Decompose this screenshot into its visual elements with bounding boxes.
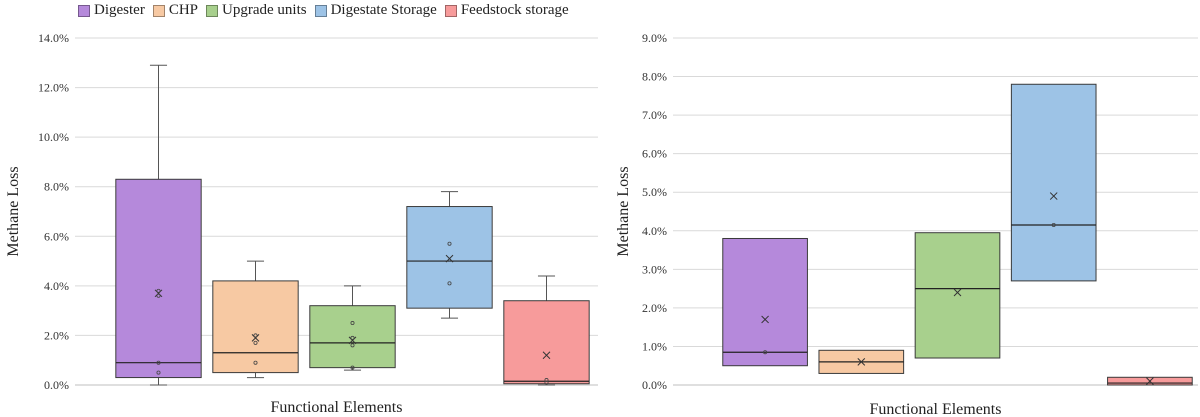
legend-label: CHP bbox=[168, 2, 199, 18]
box-digester bbox=[722, 237, 808, 367]
box-upgrade-units bbox=[914, 232, 1001, 359]
y-tick-label: 12.0% bbox=[38, 81, 69, 95]
box-body bbox=[406, 206, 493, 309]
box-feedstock-storage bbox=[503, 275, 590, 386]
data-point bbox=[544, 380, 549, 385]
x-axis-title: Functional Elements bbox=[870, 401, 1002, 417]
legend-item: Feedstock storage bbox=[444, 2, 569, 19]
y-tick-label: 3.0% bbox=[642, 262, 667, 276]
data-point bbox=[544, 378, 549, 383]
legend-item: Digestate Storage bbox=[314, 2, 437, 19]
y-tick-label: 8.0% bbox=[44, 180, 69, 194]
y-tick-label: 0.0% bbox=[44, 378, 69, 392]
mean-marker bbox=[154, 289, 163, 298]
box-plot-functional-elements: 0.0% 1.0% 2.0% 3.0% 4.0% 5.0% 6.0% 7.0% 8.0% 9.0%… bbox=[615, 31, 1198, 417]
data-point bbox=[447, 241, 452, 246]
y-axis-title: Methane Loss bbox=[615, 166, 632, 256]
legend-item: Upgrade units bbox=[206, 2, 307, 19]
y-tick-label: 2.0% bbox=[44, 328, 69, 342]
mean-marker bbox=[348, 336, 357, 345]
legend-swatch bbox=[314, 4, 327, 17]
legend-swatch bbox=[78, 4, 90, 17]
data-point bbox=[156, 360, 161, 365]
mean-marker bbox=[761, 315, 769, 324]
data-point bbox=[253, 360, 258, 365]
data-point bbox=[1051, 222, 1056, 227]
y-tick-label: 5.0% bbox=[642, 185, 667, 199]
data-point bbox=[350, 321, 355, 326]
box-body bbox=[503, 300, 590, 385]
data-point bbox=[156, 370, 161, 375]
mean-marker bbox=[445, 254, 454, 263]
legend-label: Digestate Storage bbox=[330, 2, 437, 18]
mean-marker bbox=[542, 351, 551, 360]
box-upgrade-units bbox=[309, 285, 396, 371]
legend-swatch bbox=[152, 4, 165, 17]
box-chp bbox=[212, 260, 299, 379]
box-body bbox=[212, 280, 299, 374]
mean-marker bbox=[857, 358, 866, 366]
x-axis-title: Functional Elements bbox=[271, 399, 403, 416]
mean-marker bbox=[251, 334, 260, 342]
y-tick-label: 2.0% bbox=[642, 301, 667, 315]
y-tick-label: 14.0% bbox=[38, 31, 69, 45]
y-axis-title: Methane Loss bbox=[5, 166, 22, 256]
box-digestate-storage bbox=[406, 191, 493, 319]
data-point bbox=[350, 343, 355, 348]
legend-swatch bbox=[206, 4, 219, 17]
box-feedstock-storage bbox=[1107, 376, 1193, 386]
y-tick-label: 1.0% bbox=[642, 339, 667, 353]
legend-swatch bbox=[444, 4, 457, 17]
box-body bbox=[722, 237, 808, 367]
box-plot-all-elements: 0.0% 2.0% 4.0% 6.0% 8.0% 10.0% 12.0% 14.0% Funct… bbox=[5, 31, 598, 416]
mean-marker bbox=[1049, 192, 1058, 200]
y-tick-label: 0.0% bbox=[642, 378, 667, 392]
box-body bbox=[914, 232, 1001, 359]
mean-marker bbox=[1146, 377, 1154, 385]
data-point bbox=[447, 281, 452, 286]
box-body bbox=[115, 178, 202, 379]
data-point bbox=[253, 333, 258, 338]
data-point bbox=[156, 288, 161, 293]
legend-label: Feedstock storage bbox=[460, 2, 569, 18]
y-tick-label: 4.0% bbox=[44, 279, 69, 293]
data-point bbox=[350, 335, 355, 340]
y-tick-label: 10.0% bbox=[38, 130, 69, 144]
legend-label: Digester bbox=[94, 2, 145, 18]
data-point bbox=[763, 350, 768, 355]
y-tick-label: 4.0% bbox=[642, 224, 667, 238]
data-point bbox=[350, 365, 355, 370]
mean-marker bbox=[953, 288, 962, 297]
box-body bbox=[1010, 83, 1097, 282]
y-tick-label: 8.0% bbox=[642, 70, 667, 84]
y-tick-label: 9.0% bbox=[642, 31, 667, 45]
y-tick-label: 6.0% bbox=[642, 147, 667, 161]
legend-item: CHP bbox=[152, 2, 199, 19]
data-point bbox=[253, 340, 258, 345]
box-digestate-storage bbox=[1010, 83, 1097, 282]
data-point bbox=[156, 293, 161, 298]
box-digester bbox=[115, 64, 202, 386]
legend: Digester CHP Upgrade units Digestate Storag… bbox=[78, 2, 569, 19]
y-tick-label: 7.0% bbox=[642, 108, 667, 122]
legend-item: Digester bbox=[78, 2, 145, 19]
box-chp bbox=[818, 349, 905, 374]
legend-label: Upgrade units bbox=[222, 2, 307, 18]
y-tick-label: 6.0% bbox=[44, 229, 69, 243]
